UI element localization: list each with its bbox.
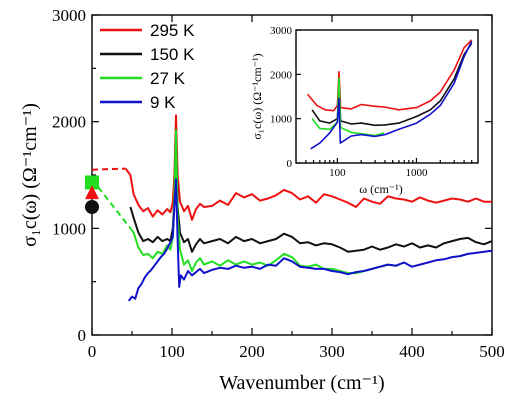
x-tick-label: 400	[399, 342, 425, 361]
legend-label-9-k: 9 K	[150, 93, 176, 112]
marker-triangle	[85, 185, 99, 200]
legend-label-27-k: 27 K	[150, 69, 186, 88]
x-axis-label: Wavenumber (cm⁻¹)	[219, 372, 384, 394]
x-tick-label: 100	[159, 342, 185, 361]
inset-x-axis-label: ω (cm⁻¹)	[359, 182, 402, 196]
inset-x-tick-label: 1000	[405, 167, 428, 179]
y-tick-label: 1000	[52, 219, 86, 238]
inset-y-tick-label: 1000	[270, 114, 293, 126]
inset-series-line-0	[306, 39, 473, 112]
main-plot: 0 100 200 300 400 5000100020003000Wavenumber …	[19, 6, 505, 394]
inset-x-tick-label: 100	[329, 167, 346, 179]
series-line-27-k	[129, 129, 405, 275]
legend-label-295-k: 295 K	[150, 21, 195, 40]
series-line-150-k	[129, 136, 493, 253]
inset-y-tick-label: 2000	[270, 69, 293, 81]
inset-frame	[295, 29, 479, 164]
extrapolation-line	[91, 167, 126, 171]
inset-plot: 100 1000 0 1000 2000 3000 ω (cm⁻¹) σ₁c(ω) (Ω⁻¹c…	[250, 25, 479, 196]
marker-circle	[85, 200, 99, 214]
inset-series-line-1	[311, 42, 473, 127]
y-tick-label: 0	[78, 326, 87, 345]
x-tick-label: 300	[319, 342, 345, 361]
y-axis-label: σ₁c(ω) (Ω⁻¹cm⁻¹)	[19, 103, 41, 247]
x-tick-label: 200	[239, 342, 265, 361]
x-tick-label: 500	[479, 342, 505, 361]
inset-y-tick-label: 3000	[270, 25, 293, 37]
marker-square	[85, 175, 99, 190]
series-line-295-k	[124, 114, 492, 221]
inset-y-axis-label: σ₁c(ω) (Ω⁻¹cm⁻¹)	[250, 53, 264, 139]
y-tick-label: 2000	[52, 113, 86, 132]
series-line-9-k	[127, 178, 493, 302]
y-tick-label: 3000	[52, 6, 86, 25]
inset-series-line-3	[310, 40, 473, 150]
x-tick-label: 0	[88, 342, 97, 361]
inset-y-tick-label: 0	[287, 158, 293, 170]
legend-label-150-k: 150 K	[150, 45, 195, 64]
